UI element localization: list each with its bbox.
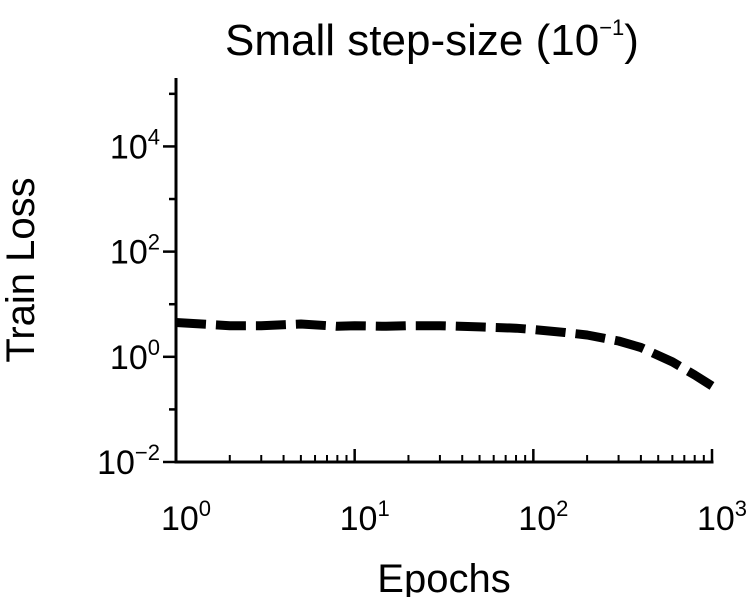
axes: [174, 78, 714, 464]
x-tick-label: 100: [161, 496, 211, 538]
x-axis-label: Epochs: [377, 557, 510, 597]
y-axis-label: Train Loss: [0, 177, 43, 362]
series: [175, 318, 715, 390]
series-line-1: [175, 318, 715, 390]
y-tick-label: 104: [110, 124, 160, 166]
y-tick-label: 100: [110, 335, 160, 377]
x-tick-label: 103: [697, 496, 746, 538]
chart-title: Small step-size (10−1): [225, 15, 639, 65]
y-tick-label: 102: [110, 230, 160, 272]
y-tick-label: 10−2: [97, 440, 160, 482]
x-tick-label: 102: [518, 496, 568, 538]
tick-marks: [163, 92, 714, 464]
x-tick-label: 101: [340, 496, 390, 538]
